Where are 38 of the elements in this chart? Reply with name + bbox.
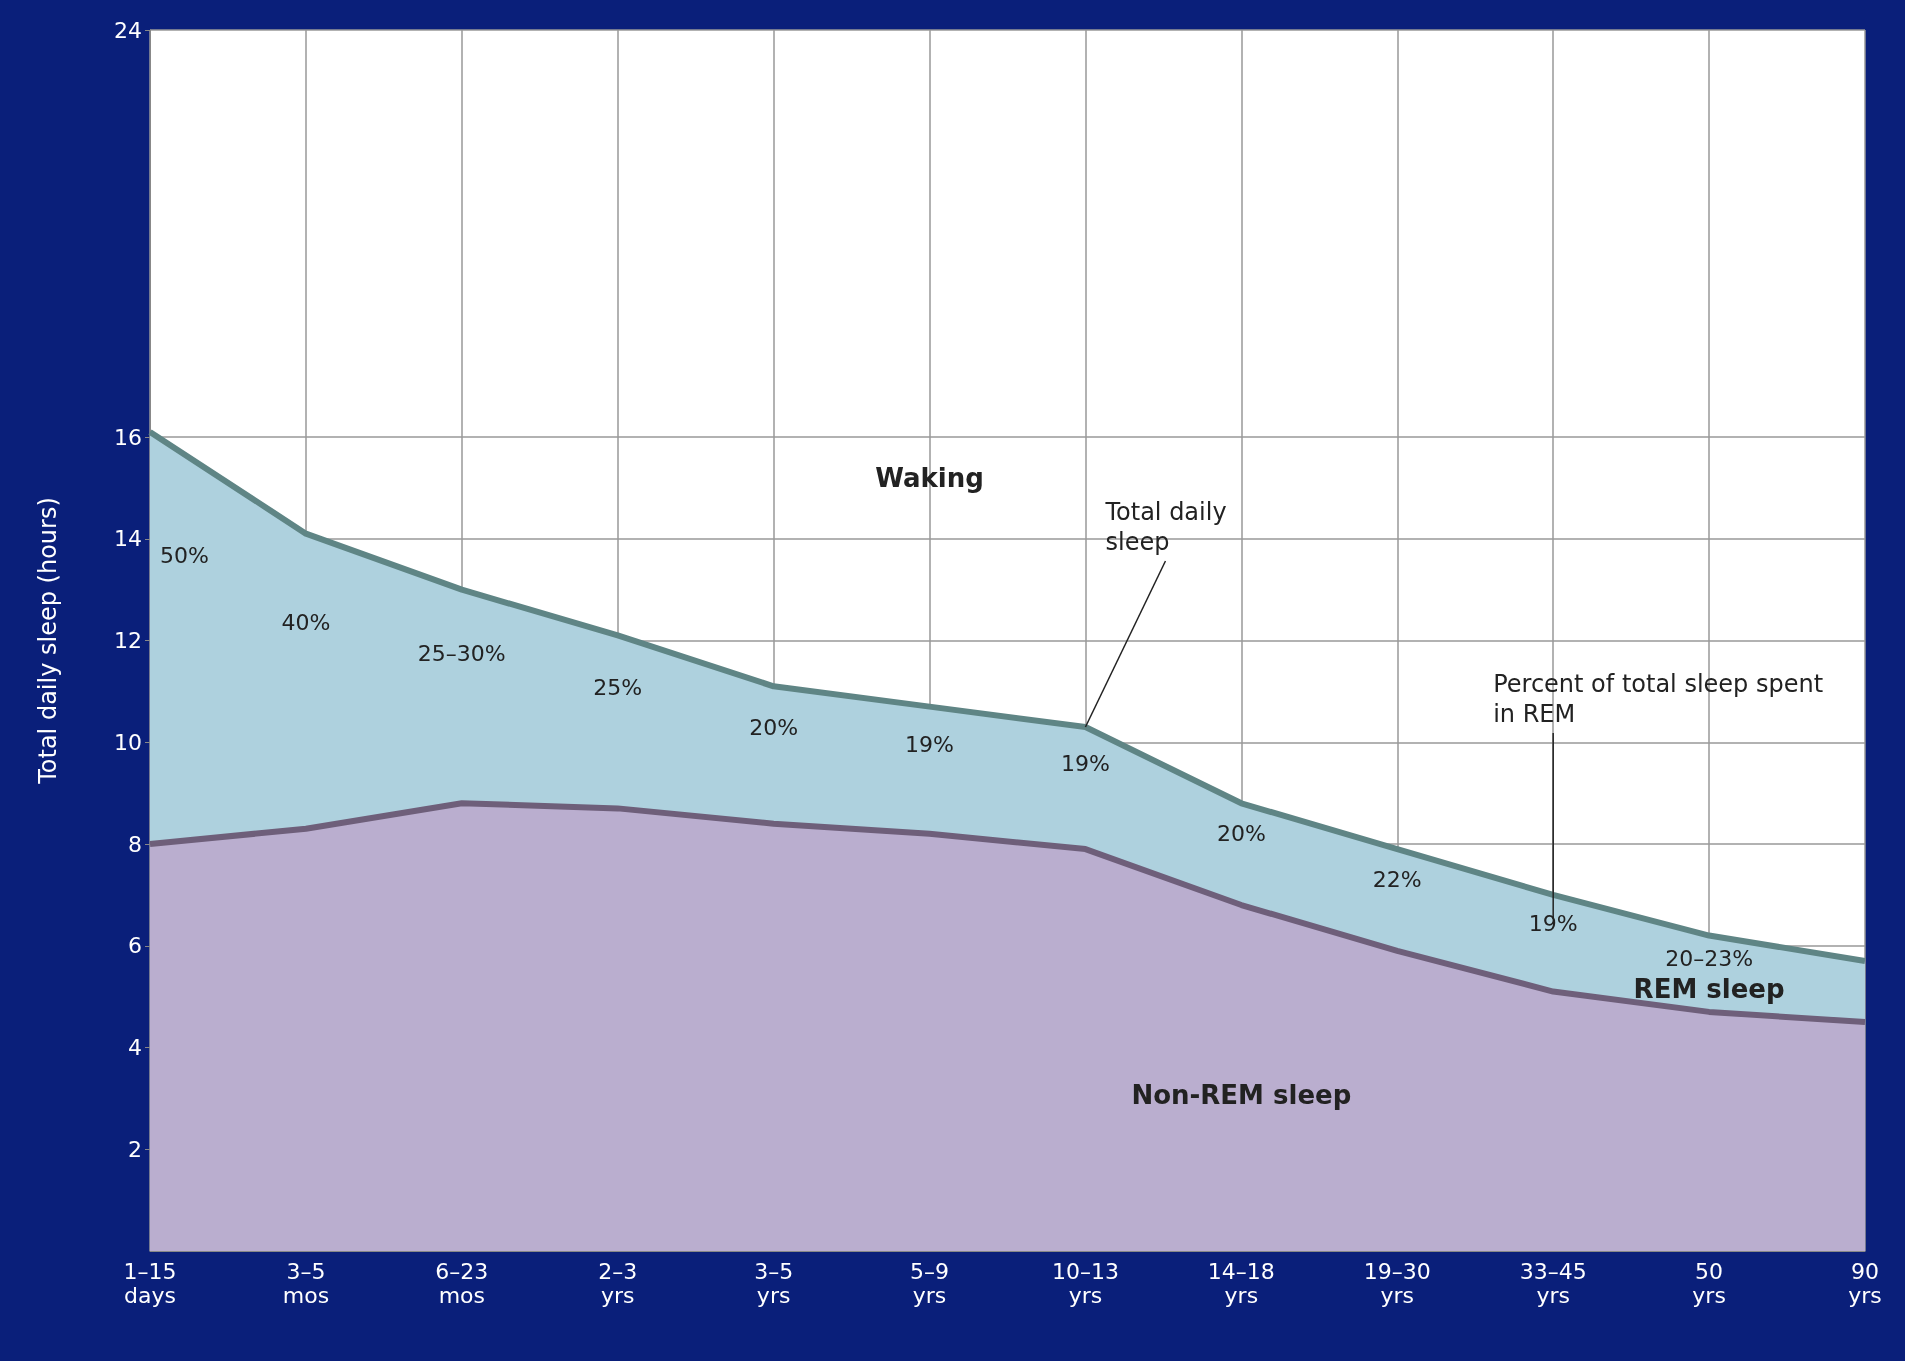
annotation: 20% bbox=[1216, 821, 1266, 847]
y-tick-label: 4 bbox=[128, 1035, 142, 1060]
y-tick-label: 12 bbox=[114, 628, 142, 653]
annotation: 40% bbox=[281, 609, 331, 635]
annotation: Total daily sleep bbox=[1104, 497, 1227, 556]
annotation: 19% bbox=[905, 732, 954, 758]
annotation: Percent of total sleep spent in REM bbox=[1493, 670, 1824, 729]
x-tick-label: 3–5 yrs bbox=[754, 1258, 794, 1308]
x-tick-label: 1–15 days bbox=[123, 1258, 177, 1308]
annotation: Waking bbox=[875, 462, 984, 493]
x-tick-label: 2–3 yrs bbox=[598, 1258, 638, 1308]
annotation: 19% bbox=[1528, 911, 1578, 937]
x-tick-label: 50 yrs bbox=[1692, 1258, 1726, 1308]
annotation: 25% bbox=[593, 674, 643, 700]
x-tick-label: 5–9 yrs bbox=[910, 1258, 950, 1308]
series-label: Non-REM sleep bbox=[1131, 1080, 1352, 1111]
y-tick-label: 2 bbox=[128, 1136, 142, 1162]
annotation: 20–23% bbox=[1665, 945, 1754, 971]
annotation: 50% bbox=[160, 543, 209, 569]
annotation: 19% bbox=[1061, 751, 1110, 777]
y-tick-label: 8 bbox=[128, 831, 142, 857]
y-tick-label: 24 bbox=[114, 17, 142, 43]
y-tick-label: 10 bbox=[114, 729, 142, 755]
annotation: 22% bbox=[1372, 867, 1422, 893]
series-label: REM sleep bbox=[1633, 973, 1785, 1004]
x-tick-label: 90 yrs bbox=[1848, 1258, 1882, 1308]
x-tick-label: 6–23 mos bbox=[435, 1258, 489, 1308]
x-tick-label: 10–13 yrs bbox=[1051, 1258, 1119, 1308]
x-tick-label: 3–5 mos bbox=[282, 1258, 330, 1308]
y-tick-label: 16 bbox=[114, 424, 142, 450]
annotation: 25–30% bbox=[417, 641, 506, 667]
x-tick-label: 33–45 yrs bbox=[1519, 1258, 1587, 1308]
y-tick-label: 14 bbox=[114, 526, 142, 552]
x-tick-label: 14–18 yrs bbox=[1207, 1258, 1275, 1308]
y-axis-title: Total daily sleep (hours) bbox=[34, 497, 62, 785]
y-tick-label: 6 bbox=[128, 933, 142, 959]
annotation: 20% bbox=[749, 715, 799, 740]
x-tick-label: 19–30 yrs bbox=[1363, 1258, 1431, 1308]
